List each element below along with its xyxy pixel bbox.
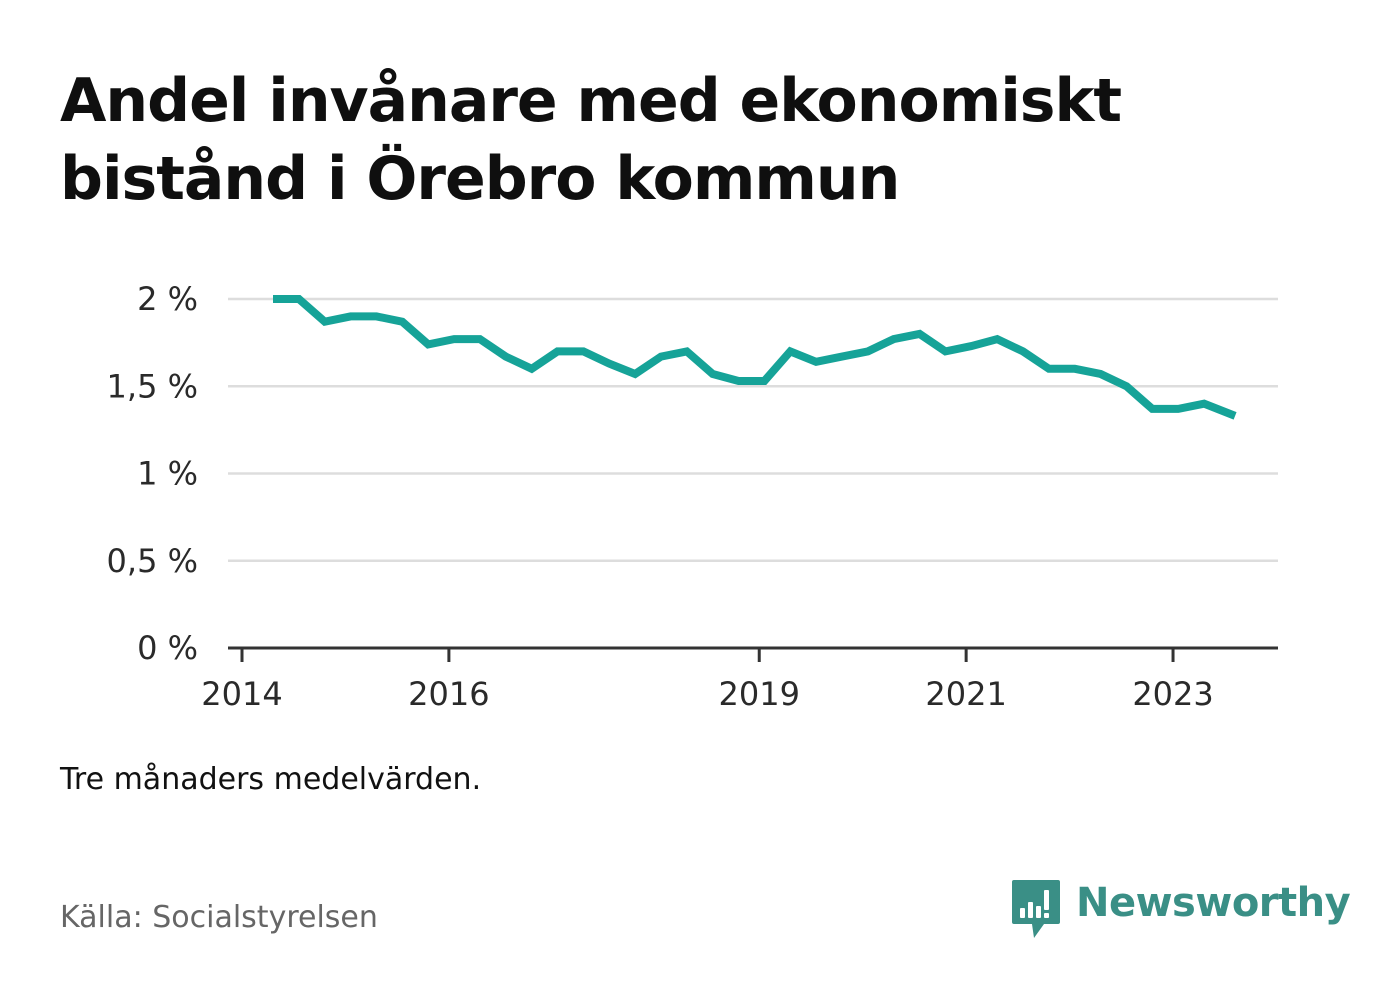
chart-title: Andel invånare med ekonomiskt bistånd i …: [60, 66, 1122, 214]
x-axis-labels: 2014 2016 2019 2021 2023: [201, 675, 1213, 713]
chart-note: Tre månaders medelvärden.: [60, 762, 482, 797]
y-tick-label: 2 %: [137, 280, 198, 318]
x-tick-label: 2016: [408, 675, 489, 713]
brand-logo: Newsworthy: [1010, 878, 1351, 942]
y-tick-label: 1,5 %: [107, 367, 198, 405]
grid-lines: [228, 297, 1278, 562]
x-axis: [228, 646, 1278, 662]
line-chart: 0 % 0,5 % 1 % 1,5 % 2 % 2014 2016 2019 2021 2023: [107, 280, 1278, 713]
x-tick-label: 2014: [201, 675, 282, 713]
x-tick-label: 2023: [1132, 675, 1213, 713]
y-axis-labels: 0 % 0,5 % 1 % 1,5 % 2 %: [107, 280, 198, 667]
source-credit: Källa: Socialstyrelsen: [60, 900, 378, 935]
y-tick-label: 0,5 %: [107, 542, 198, 580]
y-tick-label: 0 %: [137, 629, 198, 667]
series-layer: [273, 295, 1237, 420]
y-tick-label: 1 %: [137, 455, 198, 493]
series-line: [273, 295, 1237, 420]
brand-name: Newsworthy: [1076, 880, 1351, 926]
bar-chart-speech-bubble-icon: [1012, 880, 1060, 938]
x-tick-label: 2021: [925, 675, 1006, 713]
x-tick-label: 2019: [719, 675, 800, 713]
